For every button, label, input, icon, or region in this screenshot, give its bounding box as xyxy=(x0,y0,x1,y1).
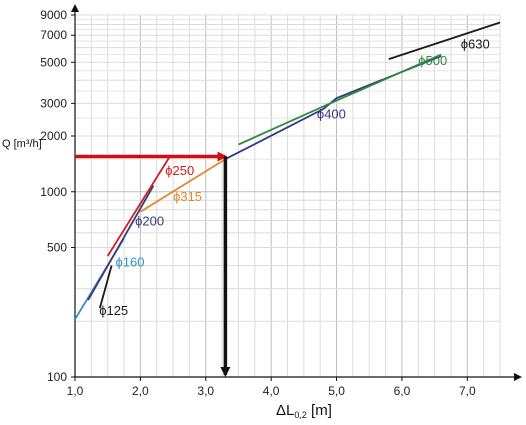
y-tick-label: 500 xyxy=(47,241,67,255)
y-tick-label: 5000 xyxy=(40,55,67,69)
axes: 1,0 2,0 3,0 4,0 5,0 6,0 7,0 100 500 1000 2000 3000 5… xyxy=(2,4,522,420)
x-tick-label: 7,0 xyxy=(459,384,476,398)
x-tick-label: 3,0 xyxy=(197,384,214,398)
y-axis-title: Q [m³/h] xyxy=(2,138,42,150)
y-tick-label: 3000 xyxy=(40,96,67,110)
series-label-phi400: ϕ400 xyxy=(317,106,346,121)
y-tick-label: 9000 xyxy=(40,8,67,22)
labels: ϕ125 ϕ160 ϕ200 ϕ250 ϕ315 ϕ400 ϕ500 ϕ630 xyxy=(99,37,490,318)
y-tick-label: 2000 xyxy=(40,129,67,143)
series-line-phi200 xyxy=(87,185,155,301)
x-tick-label: 4,0 xyxy=(263,384,280,398)
series-line-phi125 xyxy=(98,265,113,309)
x-tick-label: 1,0 xyxy=(67,384,84,398)
series-line-phi500 xyxy=(238,53,442,146)
x-tick-label: 5,0 xyxy=(328,384,345,398)
y-tick-label: 1000 xyxy=(40,185,67,199)
series-label-phi200: ϕ200 xyxy=(135,213,164,228)
series-line-phi315 xyxy=(139,158,226,213)
series-label-phi630: ϕ630 xyxy=(461,37,490,52)
series-lines xyxy=(74,21,501,320)
series-line-phi630 xyxy=(388,21,501,60)
series-label-phi125: ϕ125 xyxy=(99,303,128,318)
series-label-phi315: ϕ315 xyxy=(173,189,202,204)
annotation-arrows xyxy=(75,151,231,377)
x-tick-label: 6,0 xyxy=(394,384,411,398)
series-label-phi250: ϕ250 xyxy=(165,163,194,178)
grid-lines xyxy=(74,14,501,378)
x-tick-label: 2,0 xyxy=(132,384,149,398)
y-tick-label: 7000 xyxy=(40,28,67,42)
x-axis-title: ΔL0,2 [m] xyxy=(276,402,332,420)
series-label-phi160: ϕ160 xyxy=(116,255,145,270)
series-label-phi500: ϕ500 xyxy=(418,53,447,68)
y-tick-label: 100 xyxy=(47,370,67,384)
